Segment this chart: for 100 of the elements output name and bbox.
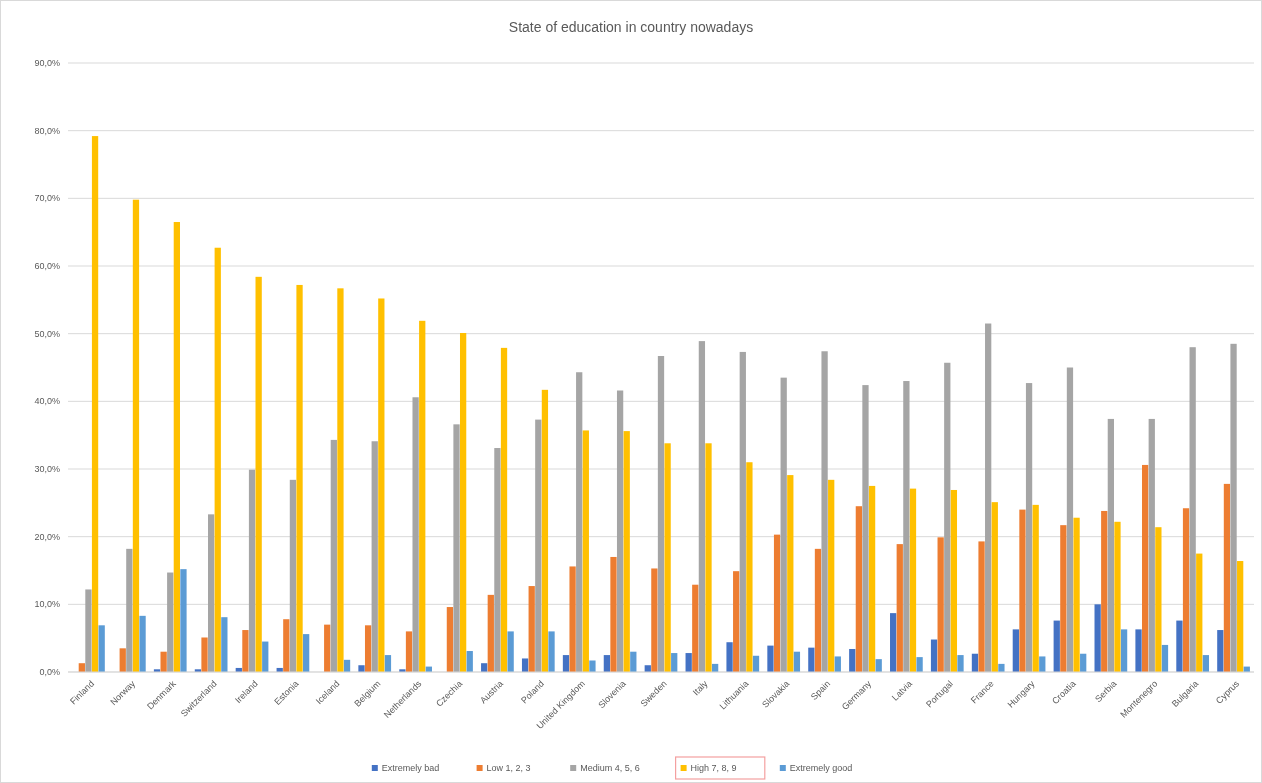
y-tick-label: 60,0% [34,261,60,272]
bar [1032,504,1039,672]
bar [903,381,910,672]
bar [289,479,297,672]
bar [896,544,903,672]
bar [248,469,256,672]
bar [930,639,938,672]
bar [466,651,473,672]
legend-label: Medium 4, 5, 6 [580,763,640,774]
bar [1217,630,1224,672]
bar [330,439,337,672]
bar [208,514,215,672]
bar [1114,521,1121,672]
bar [507,631,514,672]
bar [685,653,692,672]
bar [1237,561,1244,672]
bar [698,341,706,672]
bar [221,617,228,672]
bar [834,656,841,672]
y-tick-label: 40,0% [34,396,60,407]
bar [487,594,494,672]
bar [862,385,869,672]
bar [119,648,126,672]
bar [623,431,630,672]
bar [814,548,822,672]
bar [950,489,958,672]
bar [944,362,951,672]
legend-label: Low 1, 2, 3 [486,763,531,774]
bar [371,441,378,672]
y-tick-label: 90,0% [34,58,60,69]
bar [1142,464,1149,672]
bar [242,630,249,672]
bar [855,506,863,672]
bar [991,502,998,672]
bar [1176,620,1183,672]
bar [630,651,637,672]
bar [521,658,529,672]
bar [262,641,269,672]
bar [1202,655,1210,672]
bar [664,443,671,672]
bar [1101,510,1108,672]
bar [1107,418,1114,672]
bar [576,372,583,672]
bar [255,276,262,672]
bar [1223,483,1231,672]
bar [916,657,923,672]
bar [528,586,535,672]
bar [1094,604,1101,672]
bar [1161,644,1169,672]
legend-label: High 7, 8, 9 [690,763,737,774]
bar [1148,418,1155,672]
bar [85,589,92,672]
x-tick-label: Italy [690,678,710,698]
bar [139,615,146,672]
bar [324,624,331,672]
bar [1189,347,1196,672]
bar [787,475,794,672]
bar [849,648,856,672]
bar [1039,656,1046,672]
bar [733,571,740,672]
bar [494,448,501,672]
bar [1196,553,1203,672]
bar [1053,620,1060,672]
y-tick-label: 50,0% [34,328,60,339]
bar [651,568,658,672]
bar [603,655,611,672]
bar [126,548,133,672]
bar [535,419,542,672]
bar [808,647,815,672]
bar [726,642,733,672]
bar [657,356,665,672]
bar [767,645,774,672]
bar [1182,508,1190,672]
bar [91,136,99,672]
bar [412,397,419,672]
bar [692,584,699,672]
bar [364,625,372,672]
bar [1135,629,1142,672]
bar [378,298,385,672]
bar [671,653,678,672]
y-tick-label: 10,0% [34,599,60,610]
bar [1060,525,1067,672]
bar [303,634,310,672]
y-tick-label: 30,0% [34,464,60,475]
bar [985,323,992,672]
bar [459,332,467,672]
bar [562,655,570,672]
y-tick-label: 80,0% [34,125,60,136]
bar [160,651,167,672]
bar [739,351,746,672]
bar [610,556,617,672]
bar [1230,343,1237,672]
bar [957,655,964,672]
bar [589,660,596,672]
bar [283,619,290,672]
bar [821,351,828,672]
bar [890,613,897,672]
bar [384,655,392,672]
bar [1073,517,1080,672]
bar [500,347,508,672]
